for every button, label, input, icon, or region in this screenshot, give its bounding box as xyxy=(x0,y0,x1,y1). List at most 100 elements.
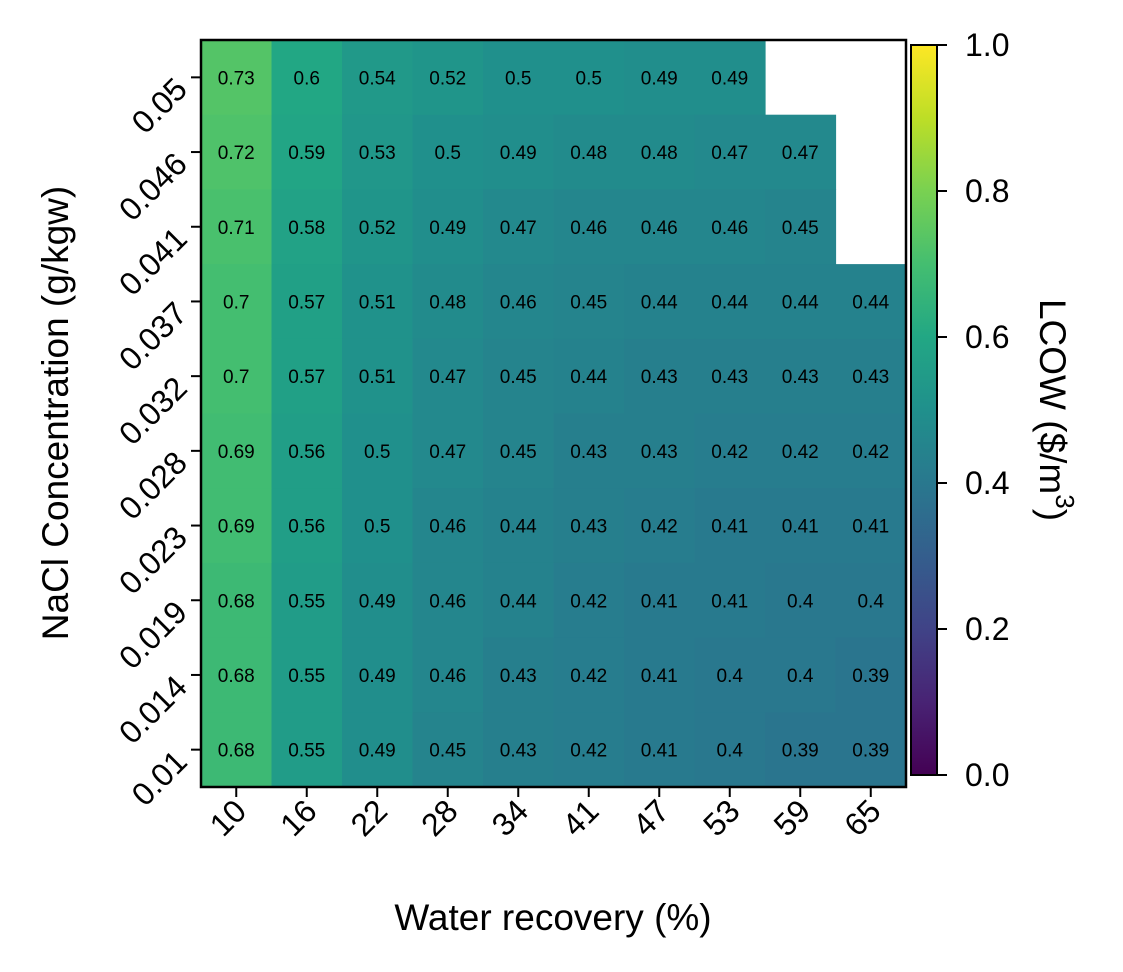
cell-value-label: 0.42 xyxy=(570,666,607,687)
heatmap-cell xyxy=(201,338,273,415)
heatmap-cell xyxy=(624,488,696,564)
heatmap-cell xyxy=(765,562,837,639)
heatmap-cell xyxy=(835,637,907,713)
heatmap-cell xyxy=(694,114,766,190)
heatmap-cell xyxy=(765,114,837,190)
cell-value-label: 0.39 xyxy=(852,741,889,762)
cell-value-label: 0.48 xyxy=(570,143,607,164)
heatmap-cell xyxy=(342,264,414,340)
cell-value-label: 0.43 xyxy=(570,442,607,463)
heatmap-cell xyxy=(201,712,273,788)
colorbar-label-superscript: 3 xyxy=(1050,494,1080,508)
x-tick-label: 34 xyxy=(485,792,536,843)
cell-value-label: 0.49 xyxy=(711,68,748,89)
cell-value-label: 0.41 xyxy=(782,517,819,538)
heatmap-cell xyxy=(553,712,625,788)
heatmap-cell xyxy=(694,189,766,265)
heatmap-cell xyxy=(553,637,625,713)
heatmap-cell xyxy=(412,562,484,639)
heatmap-cell xyxy=(271,488,343,564)
cell-value-label: 0.39 xyxy=(852,666,889,687)
heatmap-cell xyxy=(694,264,766,340)
colorbar-tick-label: 0.6 xyxy=(965,319,1009,355)
heatmap-cell xyxy=(553,264,625,340)
heatmap-cell xyxy=(483,562,555,639)
cell-value-label: 0.5 xyxy=(364,442,390,463)
heatmap-cell xyxy=(624,40,696,116)
heatmap-cell xyxy=(201,637,273,713)
cell-value-label: 0.53 xyxy=(359,143,396,164)
cell-value-label: 0.54 xyxy=(359,68,396,89)
cell-value-label: 0.4 xyxy=(787,591,814,612)
cell-value-label: 0.51 xyxy=(359,367,396,388)
heatmap-cell xyxy=(694,338,766,415)
heatmap-cell xyxy=(483,264,555,340)
cell-value-label: 0.57 xyxy=(288,292,325,313)
heatmap-cell xyxy=(624,637,696,713)
cell-value-label: 0.41 xyxy=(711,591,748,612)
cell-value-label: 0.55 xyxy=(288,591,325,612)
heatmap-cell xyxy=(342,40,414,116)
y-tick-label: 0.019 xyxy=(112,594,194,676)
heatmap-cell xyxy=(835,488,907,564)
heatmap-cell xyxy=(412,488,484,564)
heatmap-cell xyxy=(412,637,484,713)
heatmap-cell xyxy=(271,189,343,265)
heatmap-cells xyxy=(201,40,907,788)
cell-value-label: 0.46 xyxy=(429,517,466,538)
y-tick-label: 0.041 xyxy=(112,220,194,302)
cell-value-label: 0.55 xyxy=(288,666,325,687)
x-axis-ticks: 10 16 22 28 34 41 47 53 59 65 xyxy=(203,787,888,843)
heatmap-cell xyxy=(483,712,555,788)
y-tick-label: 0.032 xyxy=(112,370,194,452)
cell-value-label: 0.39 xyxy=(782,741,819,762)
cell-value-label: 0.5 xyxy=(576,68,602,89)
heatmap-cell xyxy=(271,637,343,713)
cell-value-label: 0.42 xyxy=(570,591,607,612)
cell-value-label: 0.73 xyxy=(218,68,255,89)
colorbar-tick-label: 0.0 xyxy=(965,757,1009,793)
x-tick-label: 65 xyxy=(837,792,888,843)
heatmap-cell xyxy=(553,40,625,116)
y-tick-label: 0.037 xyxy=(112,295,194,377)
cell-value-label: 0.71 xyxy=(218,218,255,239)
cell-value-label: 0.69 xyxy=(218,517,255,538)
colorbar-tick-label: 0.2 xyxy=(965,611,1009,647)
cell-value-label: 0.48 xyxy=(641,143,678,164)
cell-value-label: 0.49 xyxy=(500,143,537,164)
cell-value-label: 0.44 xyxy=(570,367,607,388)
cell-value-label: 0.46 xyxy=(429,591,466,612)
cell-value-label: 0.47 xyxy=(429,442,466,463)
heatmap-cell xyxy=(553,488,625,564)
y-tick-label: 0.014 xyxy=(112,668,194,750)
cell-value-label: 0.47 xyxy=(711,143,748,164)
heatmap-cell xyxy=(694,637,766,713)
heatmap-cell xyxy=(765,413,837,489)
cell-value-label: 0.49 xyxy=(429,218,466,239)
cell-value-label: 0.49 xyxy=(641,68,678,89)
heatmap-cell xyxy=(201,413,273,489)
cell-value-label: 0.58 xyxy=(288,218,325,239)
cell-value-label: 0.5 xyxy=(364,517,390,538)
cell-value-label: 0.7 xyxy=(223,292,249,313)
heatmap-cell xyxy=(835,264,907,340)
y-tick-label: 0.05 xyxy=(124,71,193,140)
x-tick-label: 41 xyxy=(555,792,606,843)
heatmap-cell xyxy=(483,40,555,116)
heatmap-cell xyxy=(412,114,484,190)
heatmap-cell xyxy=(342,488,414,564)
cell-value-label: 0.42 xyxy=(782,442,819,463)
heatmap-cell xyxy=(412,264,484,340)
plot-frame xyxy=(199,38,908,789)
heatmap-cell xyxy=(483,488,555,564)
x-tick-label: 47 xyxy=(626,792,677,843)
cell-value-label: 0.52 xyxy=(359,218,396,239)
heatmap-cell xyxy=(483,637,555,713)
heatmap-cell xyxy=(412,712,484,788)
heatmap-cell xyxy=(835,712,907,788)
heatmap-cell xyxy=(765,264,837,340)
cell-value-label: 0.43 xyxy=(500,666,537,687)
heatmap-cell xyxy=(553,562,625,639)
heatmap-cell xyxy=(342,413,414,489)
